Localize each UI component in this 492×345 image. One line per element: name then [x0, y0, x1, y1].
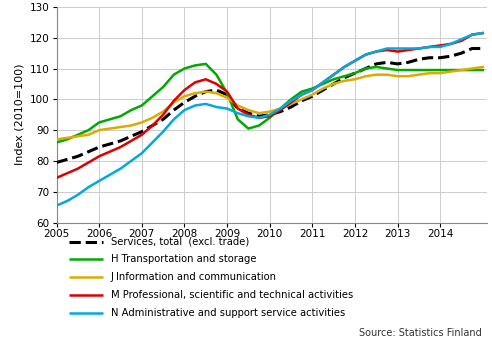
- Text: J Information and communication: J Information and communication: [111, 273, 277, 282]
- Text: Source: Statistics Finland: Source: Statistics Finland: [360, 328, 482, 338]
- Text: M Professional, scientific and technical activities: M Professional, scientific and technical…: [111, 290, 353, 300]
- Y-axis label: Index (2010=100): Index (2010=100): [14, 64, 24, 166]
- Text: Services, total  (excl. trade): Services, total (excl. trade): [111, 237, 249, 246]
- Text: H Transportation and storage: H Transportation and storage: [111, 255, 256, 264]
- Text: N Administrative and support service activities: N Administrative and support service act…: [111, 308, 345, 318]
